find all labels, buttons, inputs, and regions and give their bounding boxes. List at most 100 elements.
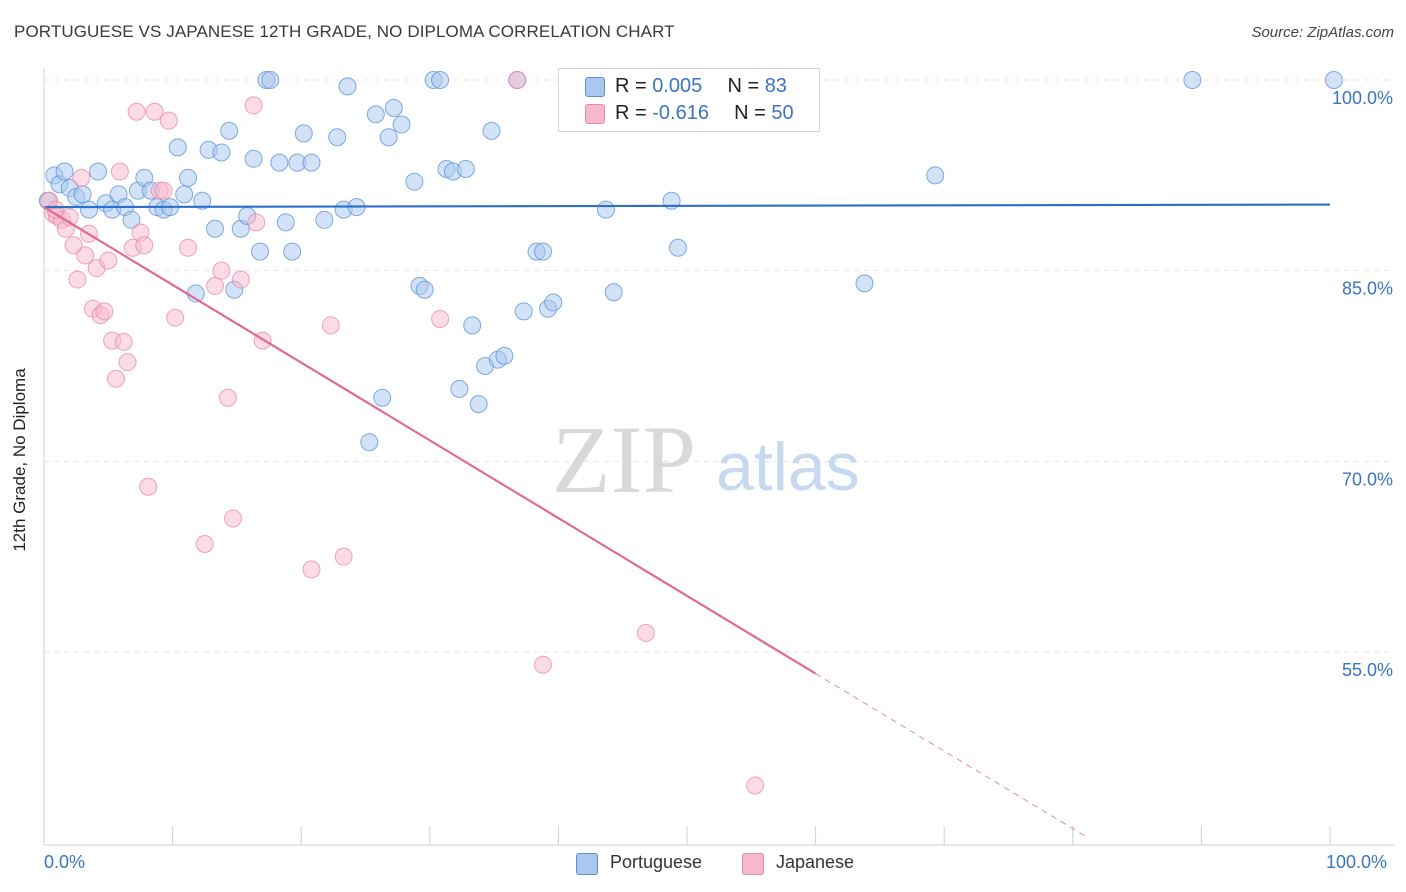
portuguese-point [302,153,321,172]
japanese-point [231,270,250,289]
portuguese-point [251,242,270,261]
japanese-point [247,213,266,232]
r-value-portuguese: 0.005 [652,75,703,97]
portuguese-point [855,274,874,293]
portuguese-point [482,121,501,140]
r-label: R = [615,75,653,97]
portuguese-point [220,121,239,140]
japanese-point [110,162,129,181]
portuguese-point [533,242,552,261]
y-tick-label: 85.0% [1342,279,1393,299]
japanese-point [321,316,340,335]
japanese-point [64,236,83,255]
japanese-point [746,776,765,795]
portuguese-point [415,280,434,299]
japanese-point [533,655,552,674]
portuguese-point [469,395,488,414]
watermark-zip: ZIP [552,406,696,513]
portuguese-point [212,143,231,162]
portuguese-point [244,149,263,168]
portuguese-swatch [585,77,605,97]
portuguese-point [431,71,450,89]
portuguese-point [283,242,302,261]
portuguese-point [604,283,623,302]
portuguese-point [596,200,615,219]
japanese-point [135,236,154,255]
japanese-point [302,560,321,579]
japanese-point [218,388,237,407]
portuguese-point [463,316,482,335]
japanese-point [139,477,158,496]
japanese-swatch [585,104,605,124]
portuguese-point [89,162,108,181]
portuguese-point [1183,71,1202,89]
portuguese-point [270,153,289,172]
japanese-point [76,246,95,265]
japanese-point [95,302,114,321]
n-label: N = [727,75,765,97]
japanese-point [206,276,225,295]
portuguese-point [276,213,295,232]
japanese-point [118,353,137,372]
r-label: R = [615,102,653,124]
portuguese-legend-swatch [576,853,598,875]
japanese-point [145,102,164,121]
portuguese-point [392,115,411,134]
japanese-point [68,270,87,289]
r-value-japanese: -0.616 [652,102,709,124]
watermark-atlas: atlas [716,429,860,505]
japanese-point [508,71,527,89]
y-tick-label: 55.0% [1342,660,1393,680]
portuguese-point [405,172,424,191]
source-label: Source: ZipAtlas.com [1251,24,1394,41]
japanese-point [431,309,450,328]
portuguese-point [122,210,141,229]
legend-label-japanese: Japanese [776,852,855,872]
japanese-trend-extension [815,673,1086,837]
y-tick-label: 70.0% [1342,469,1393,489]
japanese-point [99,251,118,270]
x-tick-label-min: 0.0% [44,852,86,872]
portuguese-point [1324,71,1343,89]
japanese-point [244,96,263,115]
japanese-point [159,111,178,130]
japanese-legend-swatch [742,853,764,875]
japanese-point [127,102,146,121]
portuguese-point [328,128,347,147]
portuguese-point [73,185,92,204]
japanese-point [224,509,243,528]
portuguese-point [261,71,280,89]
portuguese-point [366,105,385,124]
legend-label-portuguese: Portuguese [610,852,703,872]
portuguese-trend-line [43,203,1331,209]
portuguese-point [315,210,334,229]
chart-title: PORTUGUESE VS JAPANESE 12TH GRADE, NO DI… [14,22,675,41]
japanese-point [166,308,185,327]
japanese-point [212,261,231,280]
japanese-trend-line [43,206,817,675]
portuguese-point [373,388,392,407]
portuguese-point [379,128,398,147]
portuguese-point [514,302,533,321]
japanese-point [334,547,353,566]
japanese-point [179,238,198,257]
y-tick-label: 100.0% [1332,88,1393,108]
portuguese-point [495,346,514,365]
portuguese-point [80,200,99,219]
portuguese-point [456,159,475,178]
japanese-point [72,168,91,187]
n-value-portuguese: 83 [764,75,787,97]
n-value-japanese: 50 [771,102,794,124]
portuguese-point [668,238,687,257]
portuguese-point [338,77,357,96]
x-tick-label-max: 100.0% [1326,852,1388,872]
portuguese-point [206,219,225,238]
portuguese-point [450,379,469,398]
japanese-point [195,534,214,553]
portuguese-point [175,185,194,204]
japanese-point [114,332,133,351]
japanese-point [154,181,173,200]
japanese-point [636,623,655,642]
portuguese-point [193,191,212,210]
